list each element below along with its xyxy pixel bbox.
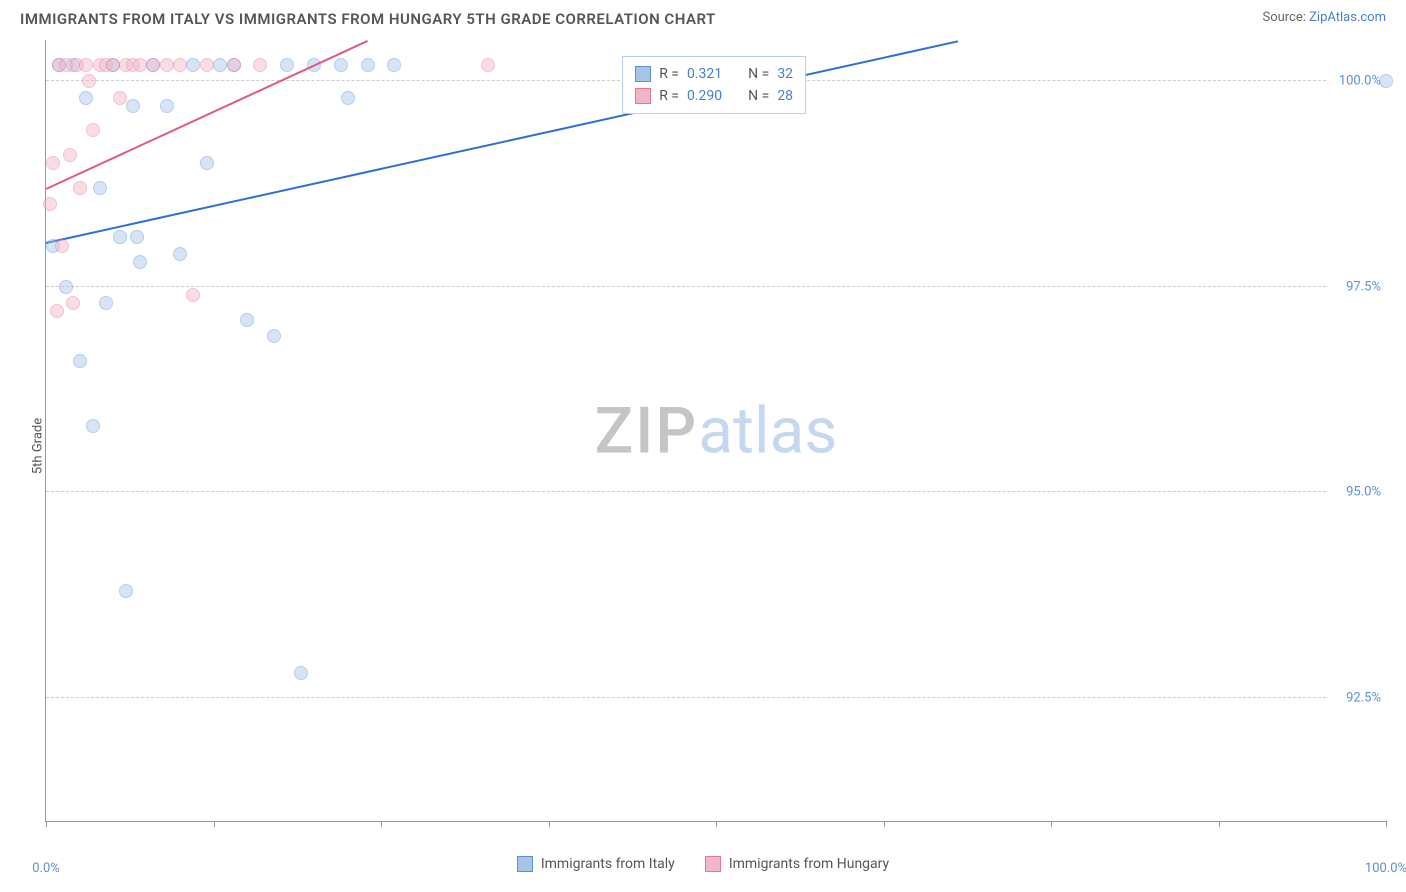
legend-swatch [635, 88, 651, 104]
data-point [99, 296, 113, 310]
data-point [55, 239, 69, 253]
x-tick-mark [381, 821, 382, 827]
data-point [294, 666, 308, 680]
watermark-zip: ZIP [595, 393, 699, 468]
data-point [73, 181, 87, 195]
data-point [86, 123, 100, 137]
data-point [240, 313, 254, 327]
data-point [186, 288, 200, 302]
data-point [280, 58, 294, 72]
n-value: 32 [777, 63, 793, 85]
y-axis-label: 5th Grade [31, 418, 46, 474]
y-tick-label: 95.0% [1346, 485, 1381, 500]
data-point [73, 354, 87, 368]
x-tick-mark [716, 821, 717, 827]
data-point [130, 230, 144, 244]
data-point [160, 99, 174, 113]
data-point [173, 58, 187, 72]
data-point [200, 58, 214, 72]
data-point [133, 255, 147, 269]
data-point [173, 247, 187, 261]
data-point [227, 58, 241, 72]
legend-item: Immigrants from Italy [517, 856, 675, 872]
data-point [50, 304, 64, 318]
data-point [1379, 74, 1393, 88]
watermark-atlas: atlas [698, 393, 837, 468]
data-point [160, 58, 174, 72]
chart-header: IMMIGRANTS FROM ITALY VS IMMIGRANTS FROM… [0, 0, 1406, 33]
data-point [387, 58, 401, 72]
chart-title: IMMIGRANTS FROM ITALY VS IMMIGRANTS FROM… [20, 10, 716, 28]
data-point [93, 181, 107, 195]
data-point [63, 148, 77, 162]
data-point [79, 58, 93, 72]
r-label: R = [659, 63, 679, 85]
source-attribution: Source: ZipAtlas.com [1262, 10, 1386, 28]
data-point [43, 197, 57, 211]
x-tick-mark [1051, 821, 1052, 827]
watermark: ZIPatlas [595, 393, 838, 468]
data-point [46, 156, 60, 170]
gridline [46, 491, 1326, 492]
data-point [334, 58, 348, 72]
x-tick-mark [46, 821, 47, 827]
data-point [66, 296, 80, 310]
n-label: N = [748, 85, 769, 107]
x-tick-mark [1219, 821, 1220, 827]
data-point [82, 74, 96, 88]
x-tick-mark [549, 821, 550, 827]
legend-label: Immigrants from Italy [541, 856, 675, 872]
n-label: N = [748, 63, 769, 85]
data-point [79, 91, 93, 105]
data-point [481, 58, 495, 72]
r-value: 0.321 [687, 63, 722, 85]
stats-row: R = 0.290 N = 28 [635, 85, 793, 107]
data-point [213, 58, 227, 72]
bottom-legend: Immigrants from Italy Immigrants from Hun… [0, 856, 1406, 872]
data-point [200, 156, 214, 170]
legend-item: Immigrants from Hungary [705, 856, 889, 872]
legend-swatch [635, 66, 651, 82]
source-prefix: Source: [1262, 10, 1309, 25]
y-tick-label: 92.5% [1346, 690, 1381, 705]
y-tick-label: 97.5% [1346, 279, 1381, 294]
gridline [46, 697, 1326, 698]
x-tick-mark [1386, 821, 1387, 827]
data-point [146, 58, 160, 72]
n-value: 28 [777, 85, 793, 107]
legend-swatch [517, 856, 533, 872]
data-point [59, 280, 73, 294]
r-value: 0.290 [687, 85, 722, 107]
data-point [133, 58, 147, 72]
chart-area: ZIPatlas 100.0%97.5%95.0%92.5%0.0%100.0%… [45, 40, 1386, 822]
data-point [119, 584, 133, 598]
x-tick-mark [214, 821, 215, 827]
data-point [86, 419, 100, 433]
data-point [126, 99, 140, 113]
stats-box: R = 0.321 N = 32 R = 0.290 N = 28 [622, 56, 806, 115]
source-link[interactable]: ZipAtlas.com [1309, 10, 1386, 25]
data-point [361, 58, 375, 72]
legend-swatch [705, 856, 721, 872]
data-point [253, 58, 267, 72]
data-point [267, 329, 281, 343]
data-point [113, 91, 127, 105]
gridline [46, 286, 1326, 287]
x-tick-mark [884, 821, 885, 827]
plot-area: ZIPatlas 100.0%97.5%95.0%92.5%0.0%100.0%… [45, 40, 1386, 822]
stats-row: R = 0.321 N = 32 [635, 63, 793, 85]
data-point [106, 58, 120, 72]
data-point [341, 91, 355, 105]
data-point [186, 58, 200, 72]
data-point [113, 230, 127, 244]
y-tick-label: 100.0% [1339, 74, 1381, 89]
legend-label: Immigrants from Hungary [729, 856, 889, 872]
r-label: R = [659, 85, 679, 107]
